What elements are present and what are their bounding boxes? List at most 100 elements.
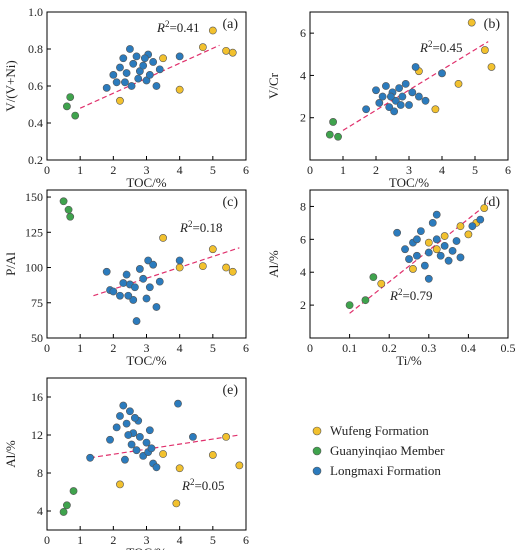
r-squared-label: R2=0.05 [181, 477, 225, 493]
data-point [424, 274, 433, 283]
y-tick-label: 1.0 [28, 5, 43, 19]
data-point [390, 107, 399, 116]
data-point [159, 234, 167, 242]
data-point [69, 487, 78, 495]
data-point [432, 210, 441, 219]
data-point [487, 63, 496, 71]
panel-letter: (b) [484, 17, 501, 32]
x-tick-label: 5 [210, 163, 216, 177]
r-squared-label: R2=0.41 [156, 19, 200, 35]
data-point [386, 92, 395, 101]
x-tick-label: 4 [177, 533, 183, 547]
data-point [198, 43, 207, 52]
y-axis-label: V/(V+Ni) [3, 60, 18, 111]
data-point [145, 426, 154, 435]
data-point [431, 105, 440, 114]
x-tick-label: 2 [110, 533, 116, 547]
data-point [175, 263, 184, 272]
data-point [135, 265, 144, 273]
y-tick-label: 4 [300, 265, 306, 279]
y-tick-label: 16 [31, 390, 43, 404]
y-tick-label: 0.4 [28, 116, 43, 130]
data-point [159, 450, 167, 458]
data-point [106, 435, 114, 444]
y-tick-label: 12 [31, 428, 43, 442]
data-point [121, 78, 129, 87]
data-point [372, 86, 380, 95]
data-point [119, 279, 128, 287]
data-point [414, 92, 423, 101]
data-point [208, 245, 217, 254]
data-point [408, 88, 417, 97]
data-point [405, 101, 413, 109]
data-point [116, 291, 124, 300]
x-tick-label: 4 [177, 163, 183, 177]
data-point [467, 18, 476, 27]
x-tick-label: 6 [243, 533, 249, 547]
data-point [448, 246, 457, 255]
plot-frame [309, 189, 509, 339]
panel-letter: (c) [222, 195, 238, 210]
legend-marker-wufeng [312, 426, 322, 436]
x-tick-label: 0.1 [342, 341, 357, 355]
data-point [59, 508, 68, 516]
data-point [401, 79, 410, 88]
data-point [124, 291, 133, 300]
data-point [116, 96, 124, 105]
data-point [152, 82, 161, 90]
data-point [102, 83, 111, 92]
x-tick-label: 0.5 [501, 341, 516, 355]
data-point [432, 235, 441, 244]
r-squared-label: R2=0.45 [419, 39, 463, 55]
y-tick-label: 0.8 [28, 42, 43, 56]
data-point [228, 48, 237, 57]
data-point [127, 440, 136, 449]
data-point [362, 105, 370, 114]
x-tick-label: 0 [44, 533, 50, 547]
panel-b: 0 1 2 3 4 5 6 2 4 6 TOC/% V/Cr (b) R2=0.45 [266, 11, 511, 190]
data-point [174, 399, 182, 408]
data-point [222, 46, 230, 55]
y-axis-label: Al/% [266, 250, 281, 278]
y-tick-label: 8 [37, 466, 43, 480]
x-tick-label: 2 [110, 163, 116, 177]
data-point [440, 232, 449, 240]
x-tick-label: 0.4 [461, 341, 476, 355]
data-point [476, 215, 485, 224]
data-point [124, 431, 133, 439]
data-point [109, 287, 118, 296]
data-point [395, 84, 403, 93]
data-point [66, 93, 75, 101]
data-point [71, 111, 80, 120]
data-point [464, 230, 473, 239]
legend-marker-longmaxi [312, 466, 322, 476]
data-point [222, 263, 230, 272]
data-point [144, 256, 153, 265]
y-tick-label: 6 [300, 232, 306, 246]
y-axis-label: P/Al [3, 252, 18, 276]
data-point [59, 197, 68, 206]
data-point [129, 59, 138, 68]
data-point [391, 96, 400, 105]
x-tick-label: 3 [144, 341, 150, 355]
data-point [145, 283, 154, 292]
data-point [122, 419, 131, 428]
data-point [405, 255, 413, 263]
x-axis-label: Ti/% [396, 353, 422, 368]
x-axis-label: TOC/% [126, 175, 166, 190]
x-axis-label: TOC/% [126, 545, 166, 550]
data-point [456, 253, 465, 262]
data-point [468, 222, 477, 231]
data-point [66, 212, 75, 221]
data-point [142, 294, 151, 303]
data-point [361, 296, 370, 305]
data-point [385, 103, 394, 112]
data-point [159, 54, 167, 63]
data-point [119, 54, 128, 63]
data-point [172, 499, 181, 508]
x-tick-label: 5 [210, 533, 216, 547]
data-point [155, 65, 164, 74]
data-point [432, 245, 441, 254]
y-tick-label: 50 [31, 331, 43, 345]
